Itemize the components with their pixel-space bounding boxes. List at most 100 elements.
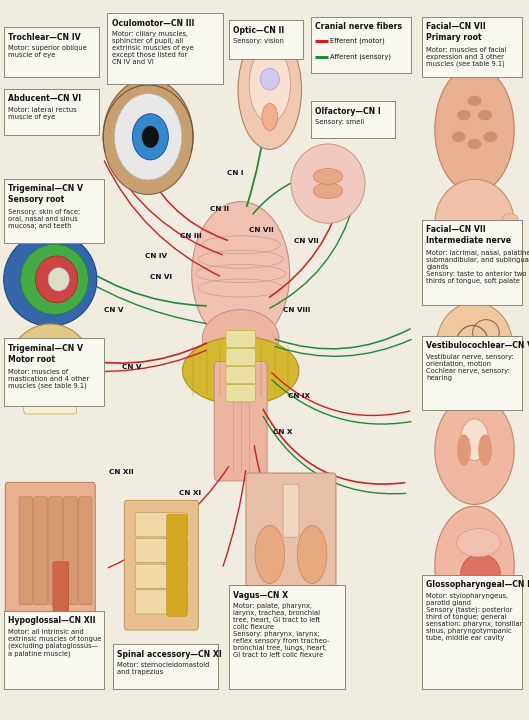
FancyArrowPatch shape [275, 340, 411, 356]
Ellipse shape [26, 339, 82, 395]
Text: Efferent (motor): Efferent (motor) [330, 37, 385, 45]
Ellipse shape [435, 179, 514, 267]
FancyArrowPatch shape [269, 190, 343, 297]
Text: CN III: CN III [179, 233, 202, 239]
Ellipse shape [291, 144, 365, 223]
FancyArrowPatch shape [272, 373, 410, 415]
FancyArrowPatch shape [58, 351, 206, 372]
FancyBboxPatch shape [107, 13, 223, 84]
Ellipse shape [478, 434, 492, 466]
Text: Motor: lateral rectus
muscle of eye: Motor: lateral rectus muscle of eye [8, 107, 77, 120]
FancyArrowPatch shape [104, 161, 220, 276]
FancyArrowPatch shape [254, 446, 289, 545]
Ellipse shape [435, 506, 514, 624]
Text: Sensory: skin of face;
oral, nasal and sinus
mucosa; and teeth: Sensory: skin of face; oral, nasal and s… [8, 209, 80, 229]
Text: CN V: CN V [123, 364, 142, 370]
Text: Oculomotor—CN III: Oculomotor—CN III [112, 19, 194, 27]
FancyBboxPatch shape [283, 484, 299, 537]
Ellipse shape [435, 395, 514, 505]
Text: Vestibulocochlear—CN VIII: Vestibulocochlear—CN VIII [426, 341, 529, 350]
Ellipse shape [313, 168, 343, 184]
Text: CN V: CN V [104, 307, 123, 312]
FancyBboxPatch shape [167, 514, 187, 616]
FancyBboxPatch shape [24, 385, 77, 414]
FancyBboxPatch shape [4, 179, 104, 243]
FancyBboxPatch shape [229, 20, 303, 59]
Ellipse shape [457, 528, 500, 557]
Text: CN VII: CN VII [295, 238, 319, 244]
Text: Motor: ciliary muscles,
sphincter of pupil, all
extrinsic muscles of eye
except : Motor: ciliary muscles, sphincter of pup… [112, 31, 194, 65]
Ellipse shape [8, 324, 92, 410]
Ellipse shape [35, 256, 78, 302]
Ellipse shape [436, 302, 513, 389]
FancyBboxPatch shape [422, 220, 522, 305]
Text: CN XI: CN XI [179, 490, 202, 496]
FancyBboxPatch shape [4, 89, 99, 135]
Ellipse shape [114, 94, 182, 180]
Text: Motor: palate, pharynx,
larynx, trachea, bronchial
tree, heart, GI tract to left: Motor: palate, pharynx, larynx, trachea,… [233, 603, 330, 658]
Ellipse shape [103, 79, 193, 194]
Ellipse shape [297, 526, 327, 583]
Text: Sensory: vision: Sensory: vision [233, 38, 284, 44]
FancyBboxPatch shape [4, 338, 104, 406]
Ellipse shape [142, 126, 159, 148]
FancyBboxPatch shape [49, 497, 62, 605]
Text: Trochlear—CN IV: Trochlear—CN IV [8, 33, 81, 42]
FancyArrowPatch shape [223, 471, 245, 566]
Ellipse shape [463, 228, 503, 261]
FancyBboxPatch shape [214, 361, 267, 481]
Text: CN I: CN I [227, 170, 244, 176]
FancyBboxPatch shape [53, 562, 69, 611]
Text: Glossopharyngeal—CN IX: Glossopharyngeal—CN IX [426, 580, 529, 589]
Text: Facial—CN VII
Intermediate nerve: Facial—CN VII Intermediate nerve [426, 225, 512, 245]
FancyBboxPatch shape [5, 482, 95, 619]
FancyBboxPatch shape [135, 513, 188, 537]
Text: CN II: CN II [210, 206, 229, 212]
Text: CN X: CN X [273, 429, 293, 435]
Ellipse shape [4, 233, 97, 326]
FancyBboxPatch shape [226, 330, 256, 348]
Ellipse shape [255, 526, 285, 583]
Text: CN VIII: CN VIII [282, 307, 310, 312]
Ellipse shape [484, 132, 497, 142]
Ellipse shape [503, 214, 518, 224]
FancyBboxPatch shape [78, 497, 92, 605]
FancyArrowPatch shape [58, 343, 206, 363]
Ellipse shape [48, 268, 69, 291]
Ellipse shape [435, 66, 514, 193]
FancyArrowPatch shape [275, 329, 410, 349]
Text: CN VI: CN VI [150, 274, 172, 280]
FancyBboxPatch shape [34, 497, 48, 605]
Text: Trigeminal—CN V
Motor root: Trigeminal—CN V Motor root [8, 344, 84, 364]
Text: Trigeminal—CN V
Sensory root: Trigeminal—CN V Sensory root [8, 184, 84, 204]
Ellipse shape [468, 139, 481, 149]
Text: Motor: muscles of
mastication and 4 other
muscles (see table 9.1): Motor: muscles of mastication and 4 othe… [8, 369, 90, 389]
Text: Hypoglossal—CN XII: Hypoglossal—CN XII [8, 616, 96, 625]
FancyBboxPatch shape [422, 336, 522, 410]
FancyBboxPatch shape [63, 497, 77, 605]
Ellipse shape [183, 336, 299, 405]
FancyBboxPatch shape [226, 384, 256, 402]
Ellipse shape [249, 47, 290, 122]
Ellipse shape [452, 132, 466, 142]
FancyArrowPatch shape [263, 416, 406, 494]
Text: Cranial nerve fibers: Cranial nerve fibers [315, 22, 403, 31]
FancyArrowPatch shape [263, 409, 405, 484]
FancyArrowPatch shape [108, 467, 229, 567]
FancyBboxPatch shape [124, 500, 198, 630]
Text: Motor: sternocleidomastoid
and trapezius: Motor: sternocleidomastoid and trapezius [117, 662, 209, 675]
FancyArrowPatch shape [247, 111, 267, 206]
FancyArrowPatch shape [107, 153, 222, 255]
FancyBboxPatch shape [422, 575, 522, 689]
Text: Motor: superior oblique
muscle of eye: Motor: superior oblique muscle of eye [8, 45, 87, 58]
FancyBboxPatch shape [246, 473, 336, 610]
Ellipse shape [203, 310, 279, 367]
Text: Motor: all intrinsic and
extrinsic muscles of tongue
(excluding palatoglossus—
a: Motor: all intrinsic and extrinsic muscl… [8, 629, 102, 657]
Ellipse shape [238, 30, 302, 149]
Ellipse shape [260, 68, 279, 90]
Text: Facial—CN VII
Primary root: Facial—CN VII Primary root [426, 22, 486, 42]
Text: CN IV: CN IV [145, 253, 167, 258]
FancyBboxPatch shape [135, 539, 188, 562]
Ellipse shape [21, 244, 88, 315]
Ellipse shape [457, 110, 471, 120]
